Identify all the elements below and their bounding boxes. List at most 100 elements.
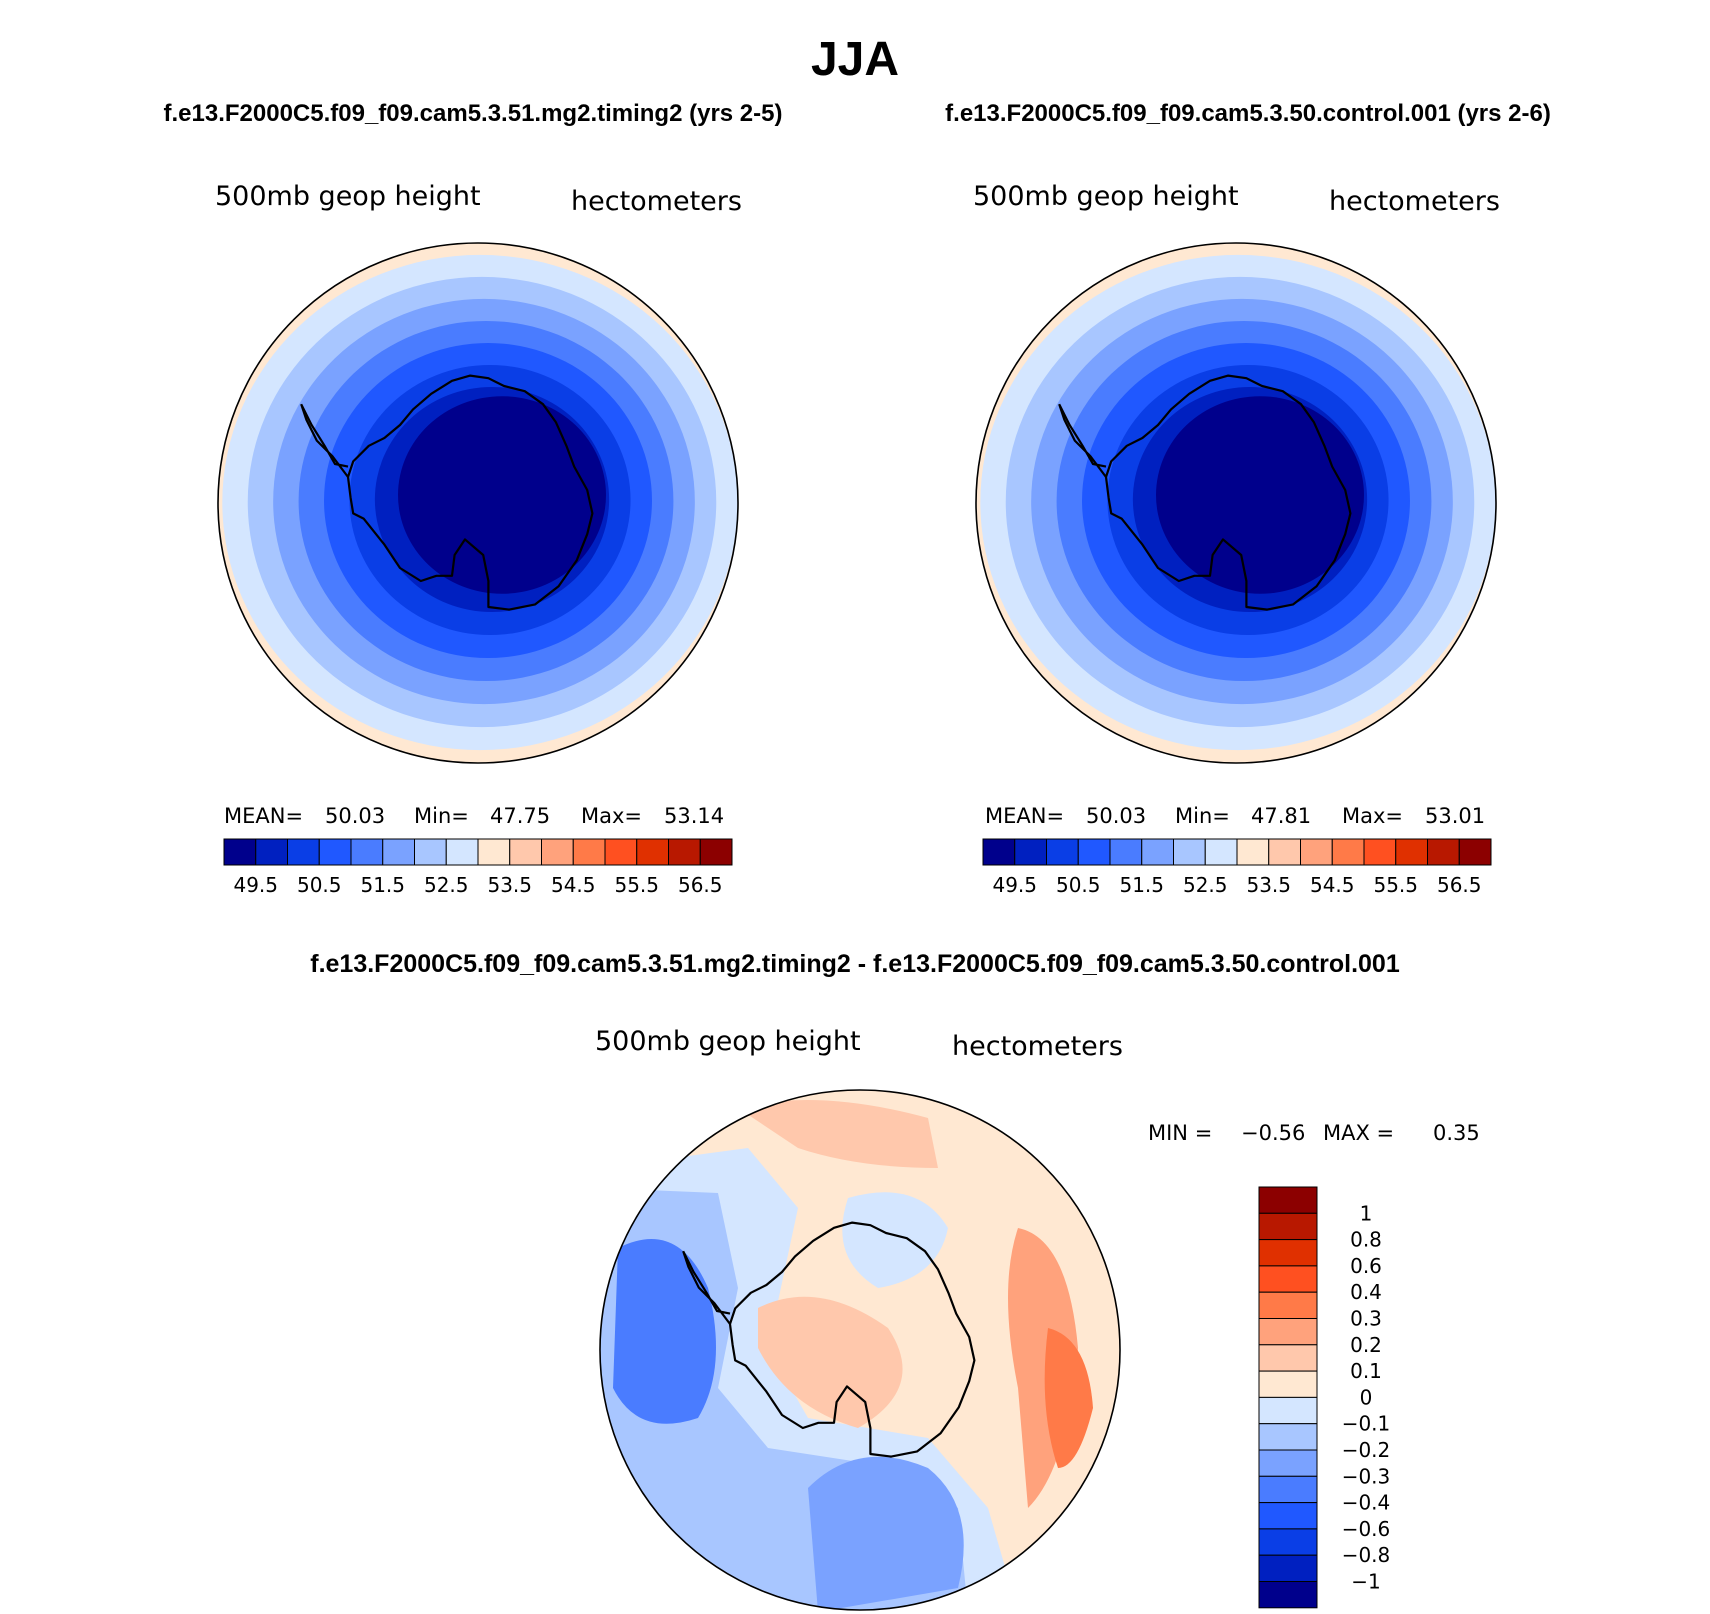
contour-band [738,1100,938,1168]
colorbar-tick-label: 0.6 [1350,1254,1382,1278]
panel1-units: hectometers [571,186,742,217]
panel1-case-title: f.e13.F2000C5.f09_f09.cam5.3.51.mg2.timi… [163,100,783,127]
colorbar-tick-label: 56.5 [1437,873,1482,897]
colorbar-swatch [287,838,320,866]
map-boundary [217,242,739,764]
panel1-var-label: 500mb geop height [215,181,481,212]
colorbar-swatch [1204,838,1238,866]
panel2-polar-map [975,242,1497,764]
contour-band [613,1239,716,1424]
panel1-mean-value: 50.03 [325,804,386,828]
colorbar-tick-label: 49.5 [992,873,1037,897]
colorbar-swatch [1258,1581,1318,1609]
antarctica-coastline [728,1221,976,1458]
colorbar-swatch [1258,1212,1318,1241]
colorbar-tick-label: −1 [1351,1570,1380,1594]
difference-title: f.e13.F2000C5.f09_f09.cam5.3.51.mg2.timi… [310,950,1400,978]
colorbar-swatch [541,838,574,866]
colorbar-swatch [1331,838,1365,866]
panel1-min-label: Min= [414,804,469,828]
colorbar-tick-label: 55.5 [1373,873,1418,897]
colorbar-tick-label: −0.3 [1342,1464,1391,1488]
panel2-mean-value: 50.03 [1086,804,1147,828]
colorbar-swatch [223,838,257,866]
colorbar-swatch [1141,838,1174,866]
colorbar-swatch [636,838,669,866]
panel2-case-title: f.e13.F2000C5.f09_f09.cam5.3.50.control.… [945,100,1551,127]
diff-max-label: MAX = [1323,1121,1395,1145]
panel1-max-value: 53.14 [664,804,725,828]
colorbar-swatch [1363,838,1397,866]
colorbar-tick-label: 52.5 [1183,873,1228,897]
colorbar-swatch [1258,1396,1318,1425]
antarctica-coastline [1104,374,1352,611]
diff-max-value: 0.35 [1433,1121,1480,1145]
colorbar-swatch [318,838,352,866]
colorbar-tick-label: 50.5 [1056,873,1101,897]
colorbar-swatch [1077,838,1111,866]
antarctic-peninsula-coastline [1058,403,1107,478]
colorbar-swatch [1173,838,1206,866]
colorbar-tick-label: −0.2 [1342,1438,1391,1462]
colorbar-swatch [1258,1239,1318,1267]
diff-var-label: 500mb geop height [595,1026,861,1057]
panel2-max-label: Max= [1342,804,1404,828]
colorbar-swatch [1268,838,1301,866]
colorbar-swatch [1258,1291,1318,1319]
colorbar-tick-label: −0.8 [1342,1543,1391,1567]
panel2-min-label: Min= [1175,804,1230,828]
colorbar-swatch [1258,1265,1318,1293]
panel2-colorbar: 49.5 50.5 51.5 52.5 53.5 54.5 55.5 56.5 [982,838,1492,897]
colorbar-swatch [699,838,733,866]
colorbar-swatch [604,838,638,866]
contour-band-core [1156,396,1364,594]
panel1-polar-map [217,242,739,764]
colorbar-tick-label: −0.4 [1342,1491,1391,1515]
colorbar-tick-label: 53.5 [1246,873,1291,897]
colorbar-swatch [1258,1554,1318,1583]
panel2-var-label: 500mb geop height [973,181,1239,212]
antarctica-coastline [346,374,594,611]
colorbar-swatch [509,838,542,866]
difference-polar-map [599,1089,1121,1611]
colorbar-swatch [1014,838,1047,866]
colorbar-swatch [1258,1528,1318,1556]
colorbar-tick-label: 0.4 [1350,1280,1382,1304]
antarctic-peninsula-coastline [300,403,349,478]
colorbar-swatch [1236,838,1270,866]
colorbar-swatch [1109,838,1143,866]
colorbar-tick-label: 0.1 [1350,1359,1382,1383]
panel2-mean-label: MEAN= [985,804,1065,828]
colorbar-swatch [1046,838,1079,866]
map-boundary [975,242,1497,764]
contour-band [808,1456,964,1610]
colorbar-tick-label: 56.5 [678,873,723,897]
colorbar-swatch [668,838,701,866]
colorbar-swatch [1258,1449,1318,1477]
contour-band-core [398,396,606,594]
colorbar-swatch [1458,838,1492,866]
colorbar-swatch [1258,1370,1318,1398]
colorbar-swatch [1258,1344,1318,1372]
contour-band [758,1296,903,1428]
panel1-colorbar: 49.5 50.5 51.5 52.5 53.5 54.5 55.5 56.5 [223,838,733,897]
colorbar-swatch [350,838,384,866]
colorbar-tick-label: 1 [1360,1201,1373,1225]
colorbar-tick-label: 51.5 [1119,873,1164,897]
colorbar-tick-label: 55.5 [614,873,659,897]
colorbar-swatch [1395,838,1428,866]
map-boundary [599,1089,1121,1611]
diff-min-label: MIN = [1148,1121,1213,1145]
colorbar-swatch [1258,1475,1318,1504]
colorbar-swatch [572,838,606,866]
colorbar-tick-label: 0.8 [1350,1228,1382,1252]
panel1-min-value: 47.75 [490,804,551,828]
diff-units: hectometers [952,1031,1123,1062]
panel1-mean-label: MEAN= [224,804,304,828]
panel2-min-value: 47.81 [1251,804,1312,828]
colorbar-swatch [1300,838,1333,866]
colorbar-swatch [445,838,479,866]
panel2-max-value: 53.01 [1425,804,1486,828]
colorbar-tick-label: 51.5 [360,873,405,897]
antarctic-peninsula-coastline [682,1250,731,1325]
